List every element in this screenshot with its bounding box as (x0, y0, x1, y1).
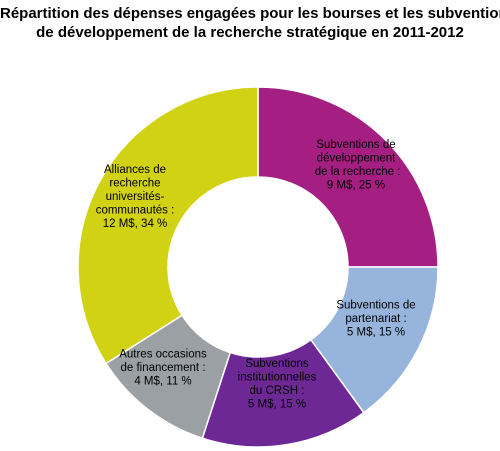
slice-label-1-line-2: développement (317, 152, 396, 164)
slice-label-5-line-4: communautés : (96, 205, 175, 217)
slice-label-3: Subventions institutionnelles du CRSH :5 M… (238, 358, 317, 411)
slice-label-2-line-1: Subventions de (336, 300, 415, 312)
slice-labels: Subventions de développement de la recher… (96, 139, 416, 411)
slice-label-3-line-4: 5 M$, 15 % (248, 398, 306, 410)
slice-label-4-line-3: 4 M$, 11 % (134, 376, 191, 388)
slice-label-3-line-3: du CRSH : (250, 385, 305, 397)
chart-title: Répartition des dépenses engagées pour l… (0, 4, 500, 42)
slice-label-2-line-2: partenariat : (345, 313, 406, 325)
slice-label-3-line-2: institutionnelles (238, 371, 317, 383)
slice-label-5: Alliances de recherche universités-communa… (96, 164, 175, 230)
donut-slices (77, 86, 439, 448)
slice-label-3-line-1: Subventions (245, 358, 309, 370)
slice-label-2-line-3: 5 M$, 15 % (347, 327, 405, 339)
chart-title-line-1: Répartition des dépenses engagées pour l… (0, 5, 500, 22)
donut-slice-5 (77, 86, 259, 365)
slice-label-2: Subventions de partenariat : 5 M$, 15 % (336, 300, 415, 339)
slice-label-1: Subventions de développement de la recher… (312, 139, 401, 192)
slice-label-1-line-3: de la recherche : (312, 166, 401, 178)
slice-label-5-line-1: Alliances de (104, 164, 166, 176)
donut-slice-3 (201, 338, 365, 448)
slice-label-4: Autres occasions de financement : 4 M$, 11… (119, 349, 207, 388)
chart-title-line-2: de développement de la recherche stratég… (36, 24, 464, 41)
slice-label-1-line-4: 9 M$, 25 % (327, 179, 385, 191)
slice-label-1-line-1: Subventions de (316, 139, 395, 151)
slice-label-5-line-2: recherche (109, 178, 160, 190)
slice-label-4-line-1: Autres occasions (119, 349, 207, 361)
donut-slice-1 (257, 86, 439, 268)
slice-label-4-line-2: de financement : (120, 362, 205, 374)
slice-label-5-line-3: universités- (106, 191, 165, 203)
donut-slice-2 (309, 266, 439, 414)
slice-label-5-line-5: 12 M$, 34 % (103, 218, 168, 230)
